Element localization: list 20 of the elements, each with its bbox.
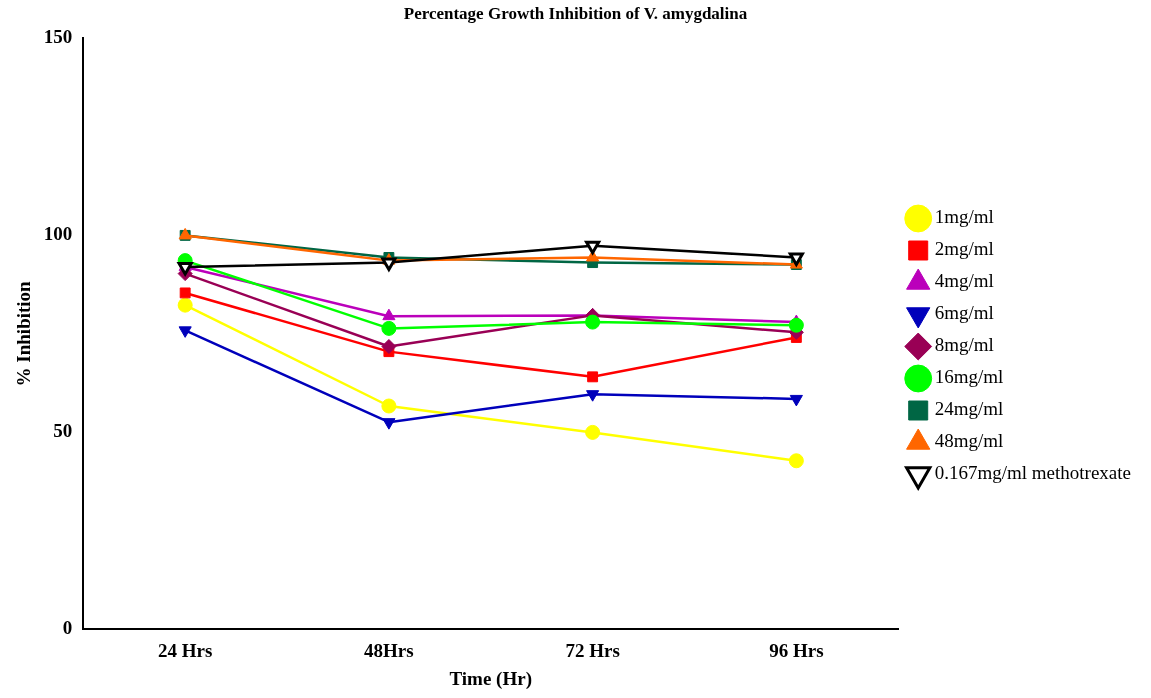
legend-label: 0.167mg/ml methotrexate xyxy=(934,462,1132,484)
y-tick-label: 100 xyxy=(43,223,73,245)
legend-label: 6mg/ml xyxy=(934,302,994,324)
chart-title: Percentage Growth Inhibition of V. amygdalina xyxy=(403,3,748,23)
legend-label: 48mg/ml xyxy=(934,430,1004,452)
legend-label: 1mg/ml xyxy=(934,206,994,228)
y-tick-label: 50 xyxy=(53,420,73,442)
y-tick-label: 150 xyxy=(43,26,73,48)
x-tick-label: 48Hrs xyxy=(364,639,414,661)
legend-label: 8mg/ml xyxy=(934,334,994,356)
x-tick-label: 72 Hrs xyxy=(565,639,620,661)
x-axis-title: Time (Hr) xyxy=(449,667,533,690)
legend-label: 2mg/ml xyxy=(934,238,994,260)
x-tick-label: 24 Hrs xyxy=(157,639,213,661)
y-axis-title: % Inhibition xyxy=(13,280,35,387)
legend-label: 16mg/ml xyxy=(934,366,1004,388)
y-tick-label: 0 xyxy=(62,617,73,639)
legend-label: 4mg/ml xyxy=(934,270,994,292)
legend-label: 24mg/ml xyxy=(934,398,1004,420)
x-tick-label: 96 Hrs xyxy=(769,639,824,661)
